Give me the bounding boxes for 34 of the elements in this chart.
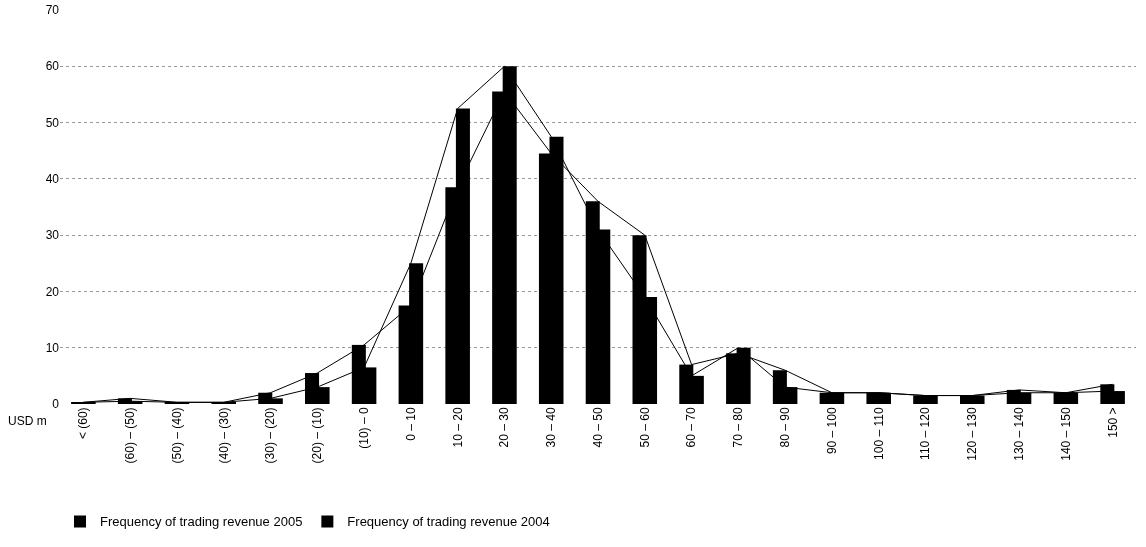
x-tick-label: 70 – 80 <box>731 407 746 448</box>
y-tick-label: 20 <box>45 284 60 299</box>
y-tick-label: 40 <box>45 172 60 187</box>
x-tick-label: < (60) <box>76 407 91 440</box>
y-tick-label: 50 <box>45 115 60 130</box>
x-tick-label: 120 – 130 <box>965 407 980 461</box>
y-tick-label: 0 <box>52 397 60 412</box>
x-tick-label: (30) – (20) <box>263 407 278 464</box>
x-tick-label: 130 – 140 <box>1011 407 1026 461</box>
x-tick-label: 60 – 70 <box>684 407 699 448</box>
x-tick-label: (10) – 0 <box>356 407 371 449</box>
x-tick-label: 0 – 10 <box>403 407 418 441</box>
x-tick-label: 110 – 120 <box>918 407 933 460</box>
y-tick-label: 30 <box>45 228 60 243</box>
x-tick-label: 50 – 60 <box>637 407 652 448</box>
x-tick-label: 20 – 30 <box>497 407 512 448</box>
x-tick-label: 90 – 100 <box>824 407 839 455</box>
x-tick-label: (60) – (50) <box>123 407 138 464</box>
x-tick-label: (20) – (10) <box>310 407 325 464</box>
x-tick-label: (40) – (30) <box>216 407 231 464</box>
legend-label: Frequency of trading revenue 2005 <box>100 514 303 530</box>
y-tick-label: 10 <box>45 340 60 355</box>
x-tick-label: 80 – 90 <box>778 407 793 448</box>
x-tick-label: 150 > <box>1105 407 1120 438</box>
x-tick-label: 40 – 50 <box>590 407 605 448</box>
x-tick-label: (50) – (40) <box>169 407 184 464</box>
legend-label: Frequency of trading revenue 2004 <box>347 514 550 530</box>
x-tick-label: 30 – 40 <box>544 407 559 448</box>
y-tick-label: 60 <box>45 59 60 74</box>
x-tick-label: 100 – 110 <box>871 407 886 460</box>
x-tick-label: 140 – 150 <box>1058 407 1073 461</box>
x-tick-label: 10 – 20 <box>450 407 465 448</box>
y-tick-label: 70 <box>45 3 60 18</box>
x-axis-title: USD m <box>8 414 47 428</box>
